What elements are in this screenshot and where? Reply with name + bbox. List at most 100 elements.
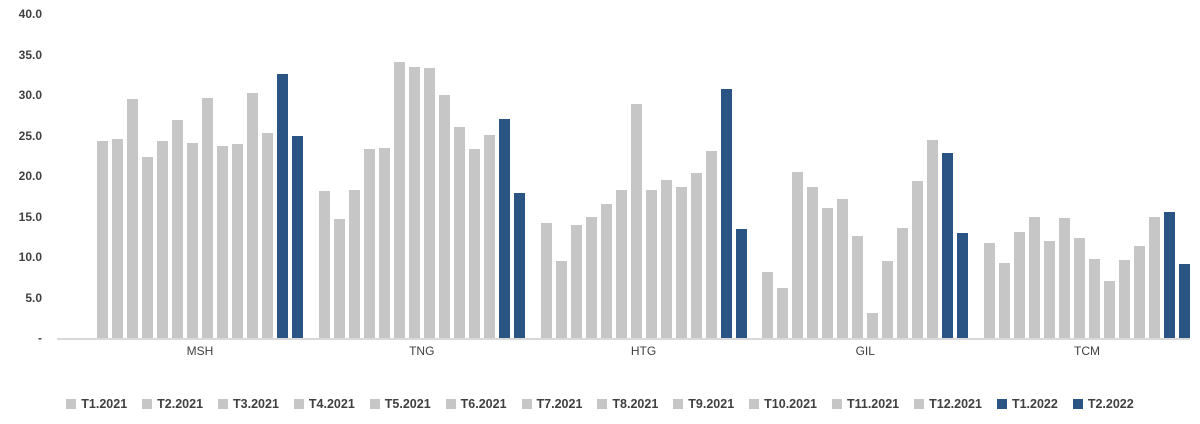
bar-tcm-t5.2021: [1044, 240, 1055, 338]
bar-tcm-t9.2021: [1104, 280, 1115, 338]
bar-tcm-t10.2021: [1119, 260, 1130, 338]
bar-gil-t11.2021: [912, 180, 924, 338]
bar-gil-t2.2022: [957, 232, 969, 338]
bar-htg-t12.2021: [705, 150, 717, 338]
bar-htg-t7.2021: [630, 103, 642, 338]
bar-htg-t5.2021: [600, 204, 612, 338]
legend-swatch-icon: [445, 399, 456, 409]
bar-msh-t2.2022: [292, 136, 303, 338]
legend-item-t8.2021: T8.2021: [597, 397, 658, 411]
legend-item-t5.2021: T5.2021: [369, 397, 431, 411]
bar-tng-t3.2021: [348, 189, 360, 338]
bar-msh-t6.2021: [172, 120, 183, 338]
legend-item-t9.2021: T9.2021: [673, 397, 734, 411]
legend-swatch-icon: [66, 399, 77, 409]
bar-tng-t7.2021: [408, 67, 420, 338]
bar-htg-t2.2022: [735, 228, 747, 338]
legend-swatch-icon: [218, 399, 229, 409]
y-axis-tick-label: -: [38, 331, 42, 345]
bar-tng-t5.2021: [378, 148, 390, 338]
bar-group-tng: TNG: [318, 14, 525, 358]
legend-swatch-icon: [369, 399, 380, 409]
plot-area: MSH TNG HTG GIL TCM: [57, 14, 1190, 358]
bar-htg-t1.2022: [720, 88, 732, 338]
legend-swatch-icon: [142, 399, 153, 409]
bar-msh-t12.2021: [262, 133, 273, 338]
legend-swatch-icon: [1072, 399, 1083, 409]
legend-item-t6.2021: T6.2021: [445, 397, 507, 411]
bar-gil-t8.2021: [867, 312, 879, 338]
legend-label: T2.2021: [157, 397, 204, 411]
bar-tng-t8.2021: [423, 68, 435, 338]
bar-tcm-t11.2021: [1134, 246, 1145, 338]
legend-label: T6.2021: [460, 397, 507, 411]
bar-msh-t5.2021: [157, 141, 168, 338]
y-axis-tick-label: 20.0: [18, 169, 42, 183]
y-axis-tick-label: 40.0: [18, 7, 42, 21]
legend-swatch-icon: [996, 399, 1007, 409]
legend-label: T11.2021: [846, 397, 900, 411]
legend: T1.2021 T2.2021 T3.2021 T4.2021 T5.2021 T6.20…: [0, 397, 1200, 411]
bar-tcm-t2.2022: [1179, 264, 1190, 338]
legend-swatch-icon: [831, 399, 842, 409]
bar-tcm-t3.2021: [1014, 231, 1025, 338]
category-label-tng: TNG: [409, 344, 435, 358]
bar-tng-t10.2021: [453, 126, 465, 338]
y-axis-tick-label: 35.0: [18, 47, 42, 62]
bar-tng-t12.2021: [483, 134, 495, 338]
y-axis-tick-label: 10.0: [18, 250, 42, 264]
legend-label: T12.2021: [929, 397, 982, 411]
bar-group-msh: MSH: [97, 14, 303, 358]
y-axis-tick-label: 5.0: [25, 290, 42, 305]
bar-htg-t6.2021: [615, 189, 627, 338]
legend-item-t4.2021: T4.2021: [293, 397, 355, 411]
legend-swatch-icon: [673, 399, 684, 409]
bar-gil-t10.2021: [897, 227, 909, 338]
bar-tcm-t12.2021: [1149, 217, 1160, 338]
bar-gil-t5.2021: [822, 207, 834, 338]
bar-tng-t1.2022: [498, 118, 510, 338]
bar-tcm-t4.2021: [1029, 217, 1040, 338]
category-label-htg: HTG: [630, 344, 657, 358]
legend-swatch-icon: [521, 399, 532, 409]
bar-tng-t2.2022: [513, 193, 525, 338]
legend-item-t11.2021: T11.2021: [831, 397, 900, 411]
legend-swatch-icon: [749, 399, 760, 409]
bar-groups-container: MSH TNG HTG GIL TCM: [57, 14, 1190, 358]
legend-item-t1.2022: T1.2022: [996, 397, 1058, 411]
legend-label: T7.2021: [536, 397, 583, 411]
bar-group-gil: GIL: [762, 14, 969, 358]
legend-swatch-icon: [597, 399, 608, 409]
bar-htg-t3.2021: [570, 224, 582, 338]
bar-group-tcm: TCM: [984, 14, 1190, 358]
legend-label: T10.2021: [764, 397, 817, 411]
legend-item-t10.2021: T10.2021: [749, 397, 817, 411]
bar-tcm-t2.2021: [999, 263, 1010, 338]
y-axis-tick-label: 30.0: [18, 88, 42, 102]
y-axis: 40.0 35.0 30.0 25.0 20.0 15.0 10.0 5.0 -: [0, 7, 46, 345]
bar-msh-t3.2021: [127, 99, 138, 338]
bar-tng-t11.2021: [468, 149, 480, 338]
bar-msh-t11.2021: [247, 92, 258, 338]
legend-label: T1.2022: [1011, 397, 1058, 411]
bar-tng-t4.2021: [363, 149, 375, 338]
bar-gil-t3.2021: [792, 171, 804, 338]
legend-item-t3.2021: T3.2021: [218, 397, 279, 411]
bar-gil-t6.2021: [837, 198, 849, 338]
bar-gil-t1.2022: [942, 152, 954, 338]
bar-tng-t9.2021: [438, 95, 450, 338]
legend-label: T1.2021: [81, 397, 128, 411]
bar-group-htg: HTG: [540, 14, 747, 358]
legend-swatch-icon: [293, 399, 304, 409]
bar-htg-t9.2021: [660, 180, 672, 338]
bar-msh-t9.2021: [217, 146, 228, 338]
bar-msh-t1.2021: [97, 141, 108, 338]
category-label-gil: GIL: [855, 344, 875, 358]
bar-msh-t1.2022: [277, 73, 288, 338]
bar-msh-t10.2021: [232, 143, 243, 338]
bar-tng-t2.2021: [333, 218, 345, 338]
bar-htg-t1.2021: [540, 222, 552, 338]
bar-gil-t7.2021: [852, 235, 864, 338]
bar-gil-t9.2021: [882, 261, 894, 338]
